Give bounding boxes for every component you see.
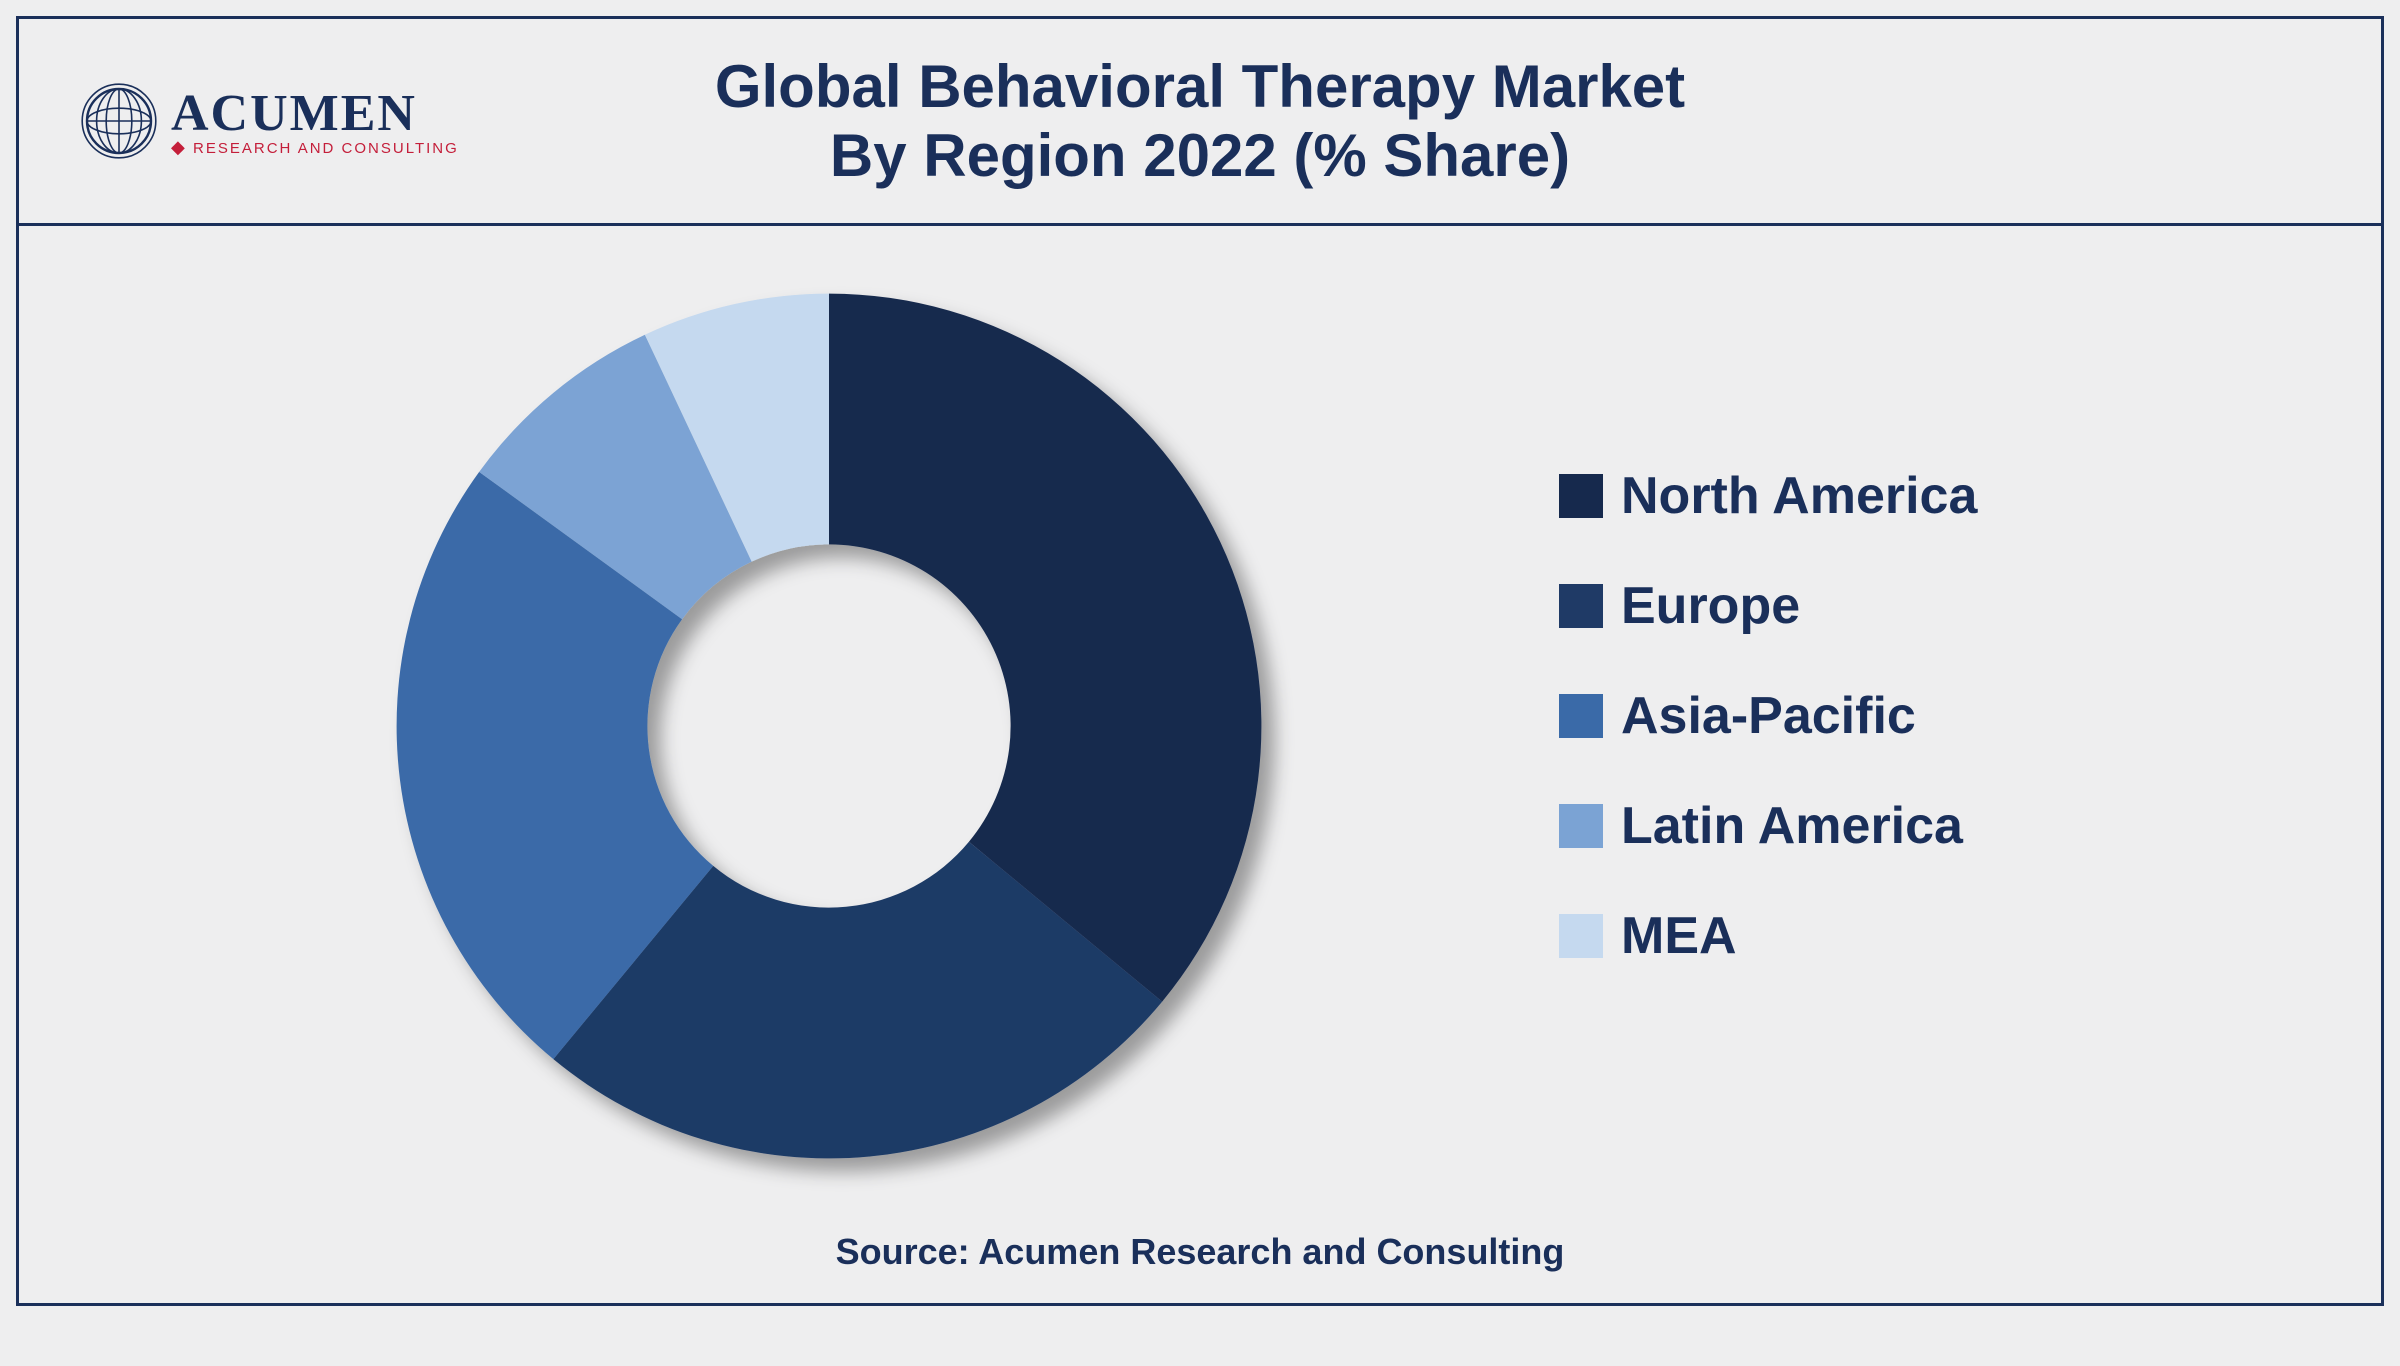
source-caption: Source: Acumen Research and Consulting <box>836 1231 1565 1273</box>
legend-item: North America <box>1559 466 1977 526</box>
legend-swatch <box>1559 914 1603 958</box>
legend-item: Latin America <box>1559 796 1977 856</box>
title-line-2: By Region 2022 (% Share) <box>19 121 2381 190</box>
title-line-1: Global Behavioral Therapy Market <box>19 52 2381 121</box>
legend-label: Europe <box>1621 576 1800 636</box>
legend-item: MEA <box>1559 906 1977 966</box>
header-frame: ACUMEN ◆ RESEARCH AND CONSULTING Global … <box>16 16 2384 226</box>
chart-title: Global Behavioral Therapy Market By Regi… <box>19 52 2381 190</box>
legend-label: North America <box>1621 466 1977 526</box>
legend-swatch <box>1559 694 1603 738</box>
legend-item: Europe <box>1559 576 1977 636</box>
donut-slice <box>829 294 1261 1002</box>
legend-swatch <box>1559 804 1603 848</box>
chart-body-frame: North America Europe Asia-Pacific Latin Ame… <box>16 226 2384 1306</box>
legend-label: Asia-Pacific <box>1621 686 1916 746</box>
legend-swatch <box>1559 584 1603 628</box>
legend-swatch <box>1559 474 1603 518</box>
donut-chart <box>359 256 1299 1196</box>
chart-legend: North America Europe Asia-Pacific Latin Ame… <box>1559 466 1977 966</box>
legend-label: MEA <box>1621 906 1737 966</box>
legend-item: Asia-Pacific <box>1559 686 1977 746</box>
legend-label: Latin America <box>1621 796 1963 856</box>
